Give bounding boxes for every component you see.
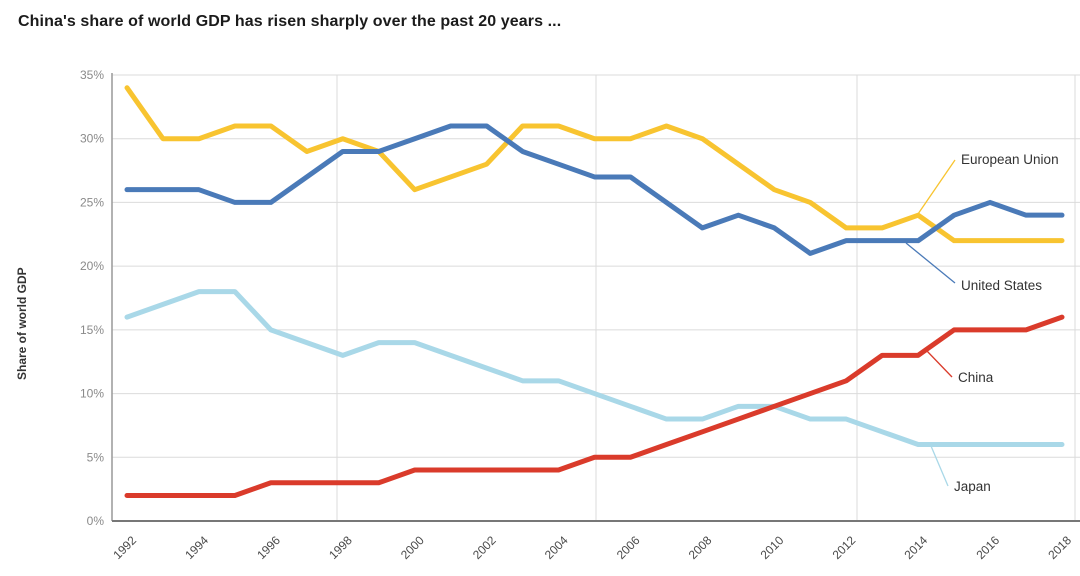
x-tick-label: 2004	[542, 533, 571, 562]
line-japan	[124, 289, 1065, 448]
line-european-union	[124, 85, 1065, 244]
series-label-japan: Japan	[954, 479, 991, 494]
leader-line-european-union	[917, 159, 956, 215]
y-tick-label: 10%	[80, 387, 104, 401]
x-tick-label: 2012	[830, 533, 859, 562]
leader-line-china	[925, 349, 953, 378]
x-tick-label: 1996	[254, 533, 283, 562]
x-tick-label: 2008	[686, 533, 715, 562]
x-tick-label: 2014	[901, 533, 930, 562]
x-tick-label: 2016	[973, 533, 1002, 562]
series-label-china: China	[958, 370, 994, 385]
y-tick-label: 5%	[87, 450, 105, 464]
y-tick-label: 20%	[80, 259, 104, 273]
x-tick-label: 2010	[758, 533, 787, 562]
x-tick-label: 1994	[182, 533, 211, 562]
x-tick-label: 1992	[110, 533, 139, 562]
y-tick-label: 15%	[80, 323, 104, 337]
chart-title: China's share of world GDP has risen sha…	[18, 13, 562, 30]
x-tick-label: 2006	[614, 533, 643, 562]
leader-line-united-states	[905, 242, 956, 284]
x-tick-label: 2002	[470, 533, 499, 562]
y-tick-label: 0%	[87, 514, 105, 528]
x-tick-label: 2000	[398, 533, 427, 562]
series-label-european-union: European Union	[961, 152, 1059, 167]
x-tick-label: 1998	[326, 533, 355, 562]
y-tick-label: 25%	[80, 195, 104, 209]
y-tick-label: 30%	[80, 132, 104, 146]
line-united-states	[124, 123, 1065, 256]
leader-line-japan	[930, 445, 949, 487]
x-tick-label: 2018	[1045, 533, 1074, 562]
y-tick-label: 35%	[80, 68, 104, 82]
line-china	[124, 314, 1065, 499]
series-label-united-states: United States	[961, 278, 1042, 293]
